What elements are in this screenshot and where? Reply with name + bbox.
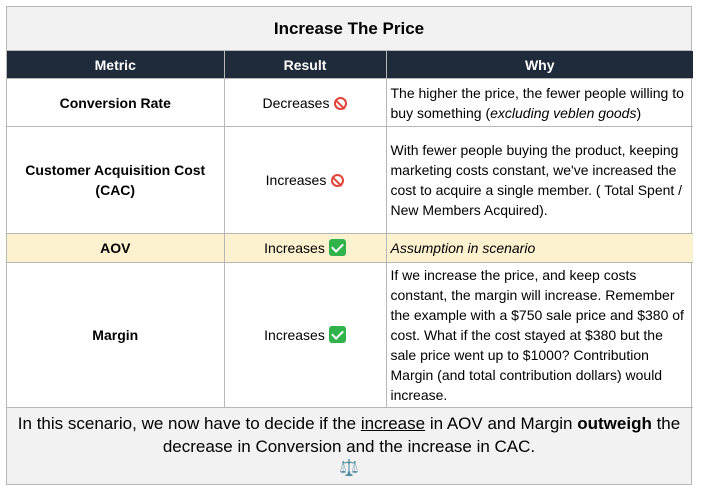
table-row-margin: Margin Increases If we increase the pric… [7, 262, 693, 408]
result-cell: Decreases [224, 78, 387, 127]
header-row: Metric Result Why [7, 51, 693, 79]
table-row-aov: AOV Increases Assumption in scenario [7, 233, 693, 263]
result-text: Decreases [262, 94, 330, 111]
why-cell: If we increase the price, and keep costs… [386, 262, 693, 408]
check-mark-icon [328, 239, 346, 256]
why-italic-text: excluding veblen goods [490, 104, 637, 121]
balance-scale-icon: ⚖️ [339, 460, 359, 477]
metrics-table: Metric Result Why Conversion Rate Decrea… [7, 51, 693, 408]
metric-cell: Customer Acquisition Cost (CAC) [7, 126, 225, 234]
table-row-cac: Customer Acquisition Cost (CAC) Increase… [7, 126, 693, 234]
footer-text-1: In this scenario, we now have to decide … [17, 414, 361, 433]
result-text: Increases [264, 240, 325, 256]
footer-text-3: the decrease in Conversion and the incre… [162, 414, 681, 456]
no-entry-icon [331, 174, 345, 187]
footer-bold-text: outweigh [577, 414, 652, 433]
column-header-why: Why [386, 51, 693, 79]
why-italic-text: Assumption in scenario [390, 240, 536, 256]
metric-cell: AOV [7, 233, 225, 263]
why-cell: The higher the price, the fewer people w… [386, 78, 693, 127]
why-text: The higher the price, the fewer people w… [390, 84, 684, 121]
metric-cell: Margin [7, 262, 225, 408]
why-text: If we increase the price, and keep costs… [390, 267, 684, 403]
no-entry-icon [334, 96, 348, 110]
result-cell: Increases [224, 126, 387, 234]
conclusion-footer: In this scenario, we now have to decide … [7, 408, 691, 484]
price-increase-table: Increase The Price Metric Result Why Con… [6, 6, 693, 485]
result-cell: Increases [224, 262, 387, 408]
check-mark-icon [328, 326, 346, 343]
why-cell: With fewer people buying the product, ke… [386, 126, 693, 234]
why-text: With fewer people buying the product, ke… [390, 142, 683, 218]
result-text: Increases [265, 172, 327, 188]
why-cell: Assumption in scenario [386, 233, 693, 263]
result-text: Increases [264, 327, 325, 343]
column-header-metric: Metric [7, 51, 225, 79]
footer-underlined-text: increase [360, 414, 426, 433]
footer-text-2: in AOV and Margin [425, 414, 578, 433]
result-cell: Increases [224, 233, 387, 263]
why-tail-text: ) [636, 104, 642, 121]
column-header-result: Result [224, 51, 387, 79]
table-title: Increase The Price [7, 7, 691, 51]
metric-cell: Conversion Rate [7, 78, 225, 127]
table-row-conversion-rate: Conversion Rate Decreases The higher the… [7, 78, 693, 127]
